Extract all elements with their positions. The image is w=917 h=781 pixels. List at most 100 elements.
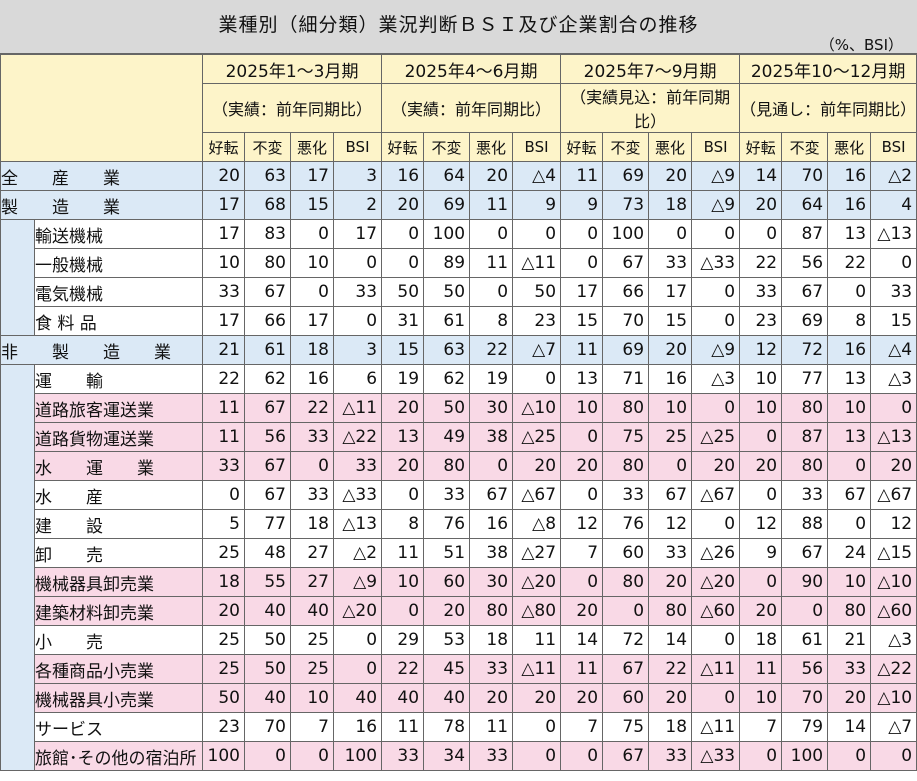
table-row: 旅館･その他の宿泊所 100 0 0 100 33 34 33 0 0 67 33 △33 0 100 0 0 [1,741,917,771]
period-note-3: （実績見込：前年同期比） [560,83,741,133]
value-cell: 20 [202,596,245,626]
corner-cell [0,54,203,162]
value-cell: 64 [423,161,471,191]
value-cell: 18 [648,190,693,220]
value-cell: 66 [602,277,650,307]
value-cell: 0 [691,393,741,423]
value-cell: 0 [739,567,783,597]
value-cell: 33 [648,248,693,278]
value-cell: 67 [244,277,291,307]
value-cell: 48 [244,538,291,568]
value-cell: 70 [781,683,829,713]
value-cell: 50 [202,683,245,713]
value-cell: 15 [870,306,917,336]
value-cell: 100 [202,741,245,771]
value-cell: 20 [381,190,425,220]
value-cell: 25 [202,654,245,684]
value-cell: 0 [870,393,917,423]
value-cell: △9 [691,335,741,365]
value-cell: 22 [739,248,783,278]
row-label: 機械器具小売業 [34,683,203,713]
value-cell: 56 [244,422,291,452]
value-cell: △22 [870,654,917,684]
value-cell: 3 [332,335,383,365]
value-cell: 50 [512,277,562,307]
value-cell: 17 [202,190,245,220]
column-header: 不変 [423,132,471,162]
value-cell: 40 [423,683,471,713]
value-cell: 10 [739,683,783,713]
row-label: 電気機械 [34,277,203,307]
table-row: 製 造 業 17 68 15 2 20 69 11 9 9 73 18 △9 20 64 16 4 [0,190,917,220]
value-cell: 0 [739,219,783,249]
value-cell: 33 [870,277,917,307]
value-cell: 11 [381,712,425,742]
value-cell: 51 [423,538,471,568]
value-cell: 0 [602,596,650,626]
value-cell: 11 [381,538,425,568]
value-cell: 17 [290,306,334,336]
value-cell: 9 [739,538,783,568]
value-cell: 67 [602,741,650,771]
value-cell: 10 [827,567,872,597]
value-cell: 33 [381,741,425,771]
value-cell: 23 [202,712,245,742]
value-cell: 27 [290,567,334,597]
value-cell: 10 [827,393,872,423]
value-cell: 12 [648,509,693,539]
value-cell: 15 [560,306,604,336]
value-cell: 45 [423,654,471,684]
value-cell: 53 [423,625,471,655]
value-cell: 20 [381,393,425,423]
value-cell: 0 [290,277,334,307]
value-cell: 0 [469,277,514,307]
value-cell: 8 [469,306,514,336]
value-cell: 0 [469,219,514,249]
value-cell: 10 [648,393,693,423]
value-cell: 15 [290,190,334,220]
value-cell: 10 [739,364,783,394]
value-cell: △22 [332,422,383,452]
value-cell: 10 [739,393,783,423]
column-header: 好転 [381,132,425,162]
column-header: 好転 [739,132,783,162]
value-cell: 77 [244,509,291,539]
table-row: 一般機械 10 80 10 0 0 89 11 △11 0 67 33 △33 22 56 22 0 [1,248,917,278]
value-cell: 18 [290,509,334,539]
value-cell: 0 [691,219,741,249]
value-cell: △4 [512,161,562,191]
value-cell: 33 [602,480,650,510]
value-cell: 40 [332,683,383,713]
value-cell: 20 [739,596,783,626]
value-cell: 60 [423,567,471,597]
value-cell: 16 [332,712,383,742]
value-cell: 67 [648,480,693,510]
value-cell: △33 [691,248,741,278]
value-cell: 17 [560,277,604,307]
value-cell: 14 [560,625,604,655]
value-cell: 63 [244,161,291,191]
value-cell: 7 [739,712,783,742]
value-cell: 19 [381,364,425,394]
period-note-1: （実績：前年同期比） [201,83,383,133]
value-cell: △4 [870,335,917,365]
row-label: 旅館･その他の宿泊所 [34,741,203,771]
column-header: BSI [512,132,562,162]
value-cell: 50 [244,625,291,655]
value-cell: 20 [739,190,783,220]
value-cell: 79 [781,712,829,742]
value-cell: 18 [469,625,514,655]
value-cell: 3 [332,161,383,191]
value-cell: 21 [827,625,872,655]
value-cell: 33 [648,538,693,568]
unit-label: （%、BSI） [819,36,903,54]
value-cell: 13 [381,422,425,452]
value-cell: 20 [560,596,604,626]
value-cell: 11 [469,712,514,742]
value-cell: 40 [244,683,291,713]
value-cell: 0 [381,480,425,510]
value-cell: 20 [648,567,693,597]
value-cell: 62 [244,364,291,394]
value-cell: 0 [202,480,245,510]
